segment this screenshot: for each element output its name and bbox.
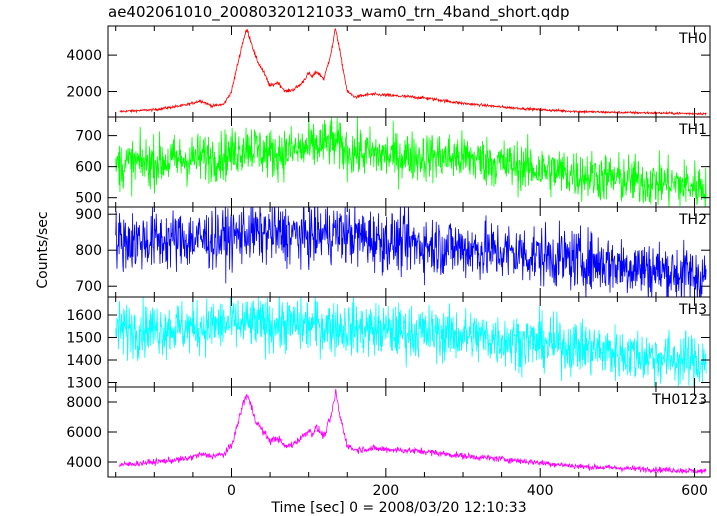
- panel-label-th1: TH1: [678, 122, 707, 138]
- x-tick-label: 200: [372, 483, 399, 499]
- series-line-th0123: [119, 388, 707, 475]
- panel-frame: [107, 25, 711, 118]
- y-tick-label: 4000: [66, 455, 102, 471]
- chart-title: ae402061010_20080320121033_wam0_trn_4ban…: [108, 3, 570, 22]
- y-tick-label: 4000: [66, 48, 102, 64]
- x-tick-label: 0: [227, 483, 236, 499]
- panel-label-th0: TH0: [678, 31, 707, 47]
- y-tick-label: 1500: [66, 331, 102, 347]
- series-line-th0: [119, 28, 707, 117]
- panel-th3: 1300 1400 1500 1600 TH3: [66, 296, 711, 392]
- y-tick-label: 2000: [66, 85, 102, 101]
- panel-label-th2: TH2: [678, 212, 707, 228]
- panel-th0: 2000 4000 TH0: [66, 25, 711, 118]
- y-tick-label: 500: [75, 191, 102, 207]
- y-tick-label: 600: [75, 160, 102, 176]
- y-tick-label: 8000: [66, 395, 102, 411]
- y-tick-label: 1600: [66, 308, 102, 324]
- y-tick-label: 6000: [66, 425, 102, 441]
- y-axis-title: Counts/sec: [35, 211, 51, 288]
- y-tick-label: 1400: [66, 353, 102, 369]
- panel-frame: [107, 386, 711, 478]
- panel-label-th0123: TH0123: [651, 392, 707, 408]
- y-tick-label: 1300: [66, 376, 102, 392]
- panel-th1: 500 600 700 TH1: [75, 116, 711, 208]
- x-tick-label: 600: [681, 483, 708, 499]
- series-line-th3: [115, 297, 707, 387]
- x-axis-title: Time [sec] 0 = 2008/03/20 12:10:33: [270, 500, 526, 516]
- panel-th2: 700 800 900 TH2: [75, 206, 711, 298]
- y-tick-label: 900: [75, 207, 102, 223]
- y-tick-label: 800: [75, 243, 102, 259]
- panel-label-th3: TH3: [678, 302, 707, 318]
- x-tick-label: 400: [527, 483, 554, 499]
- series-line-th1: [115, 117, 707, 207]
- y-tick-label: 700: [75, 129, 102, 145]
- y-tick-label: 700: [75, 279, 102, 295]
- series-line-th2: [115, 207, 707, 297]
- panel-th0123: 4000 6000 8000 TH0123: [66, 386, 711, 478]
